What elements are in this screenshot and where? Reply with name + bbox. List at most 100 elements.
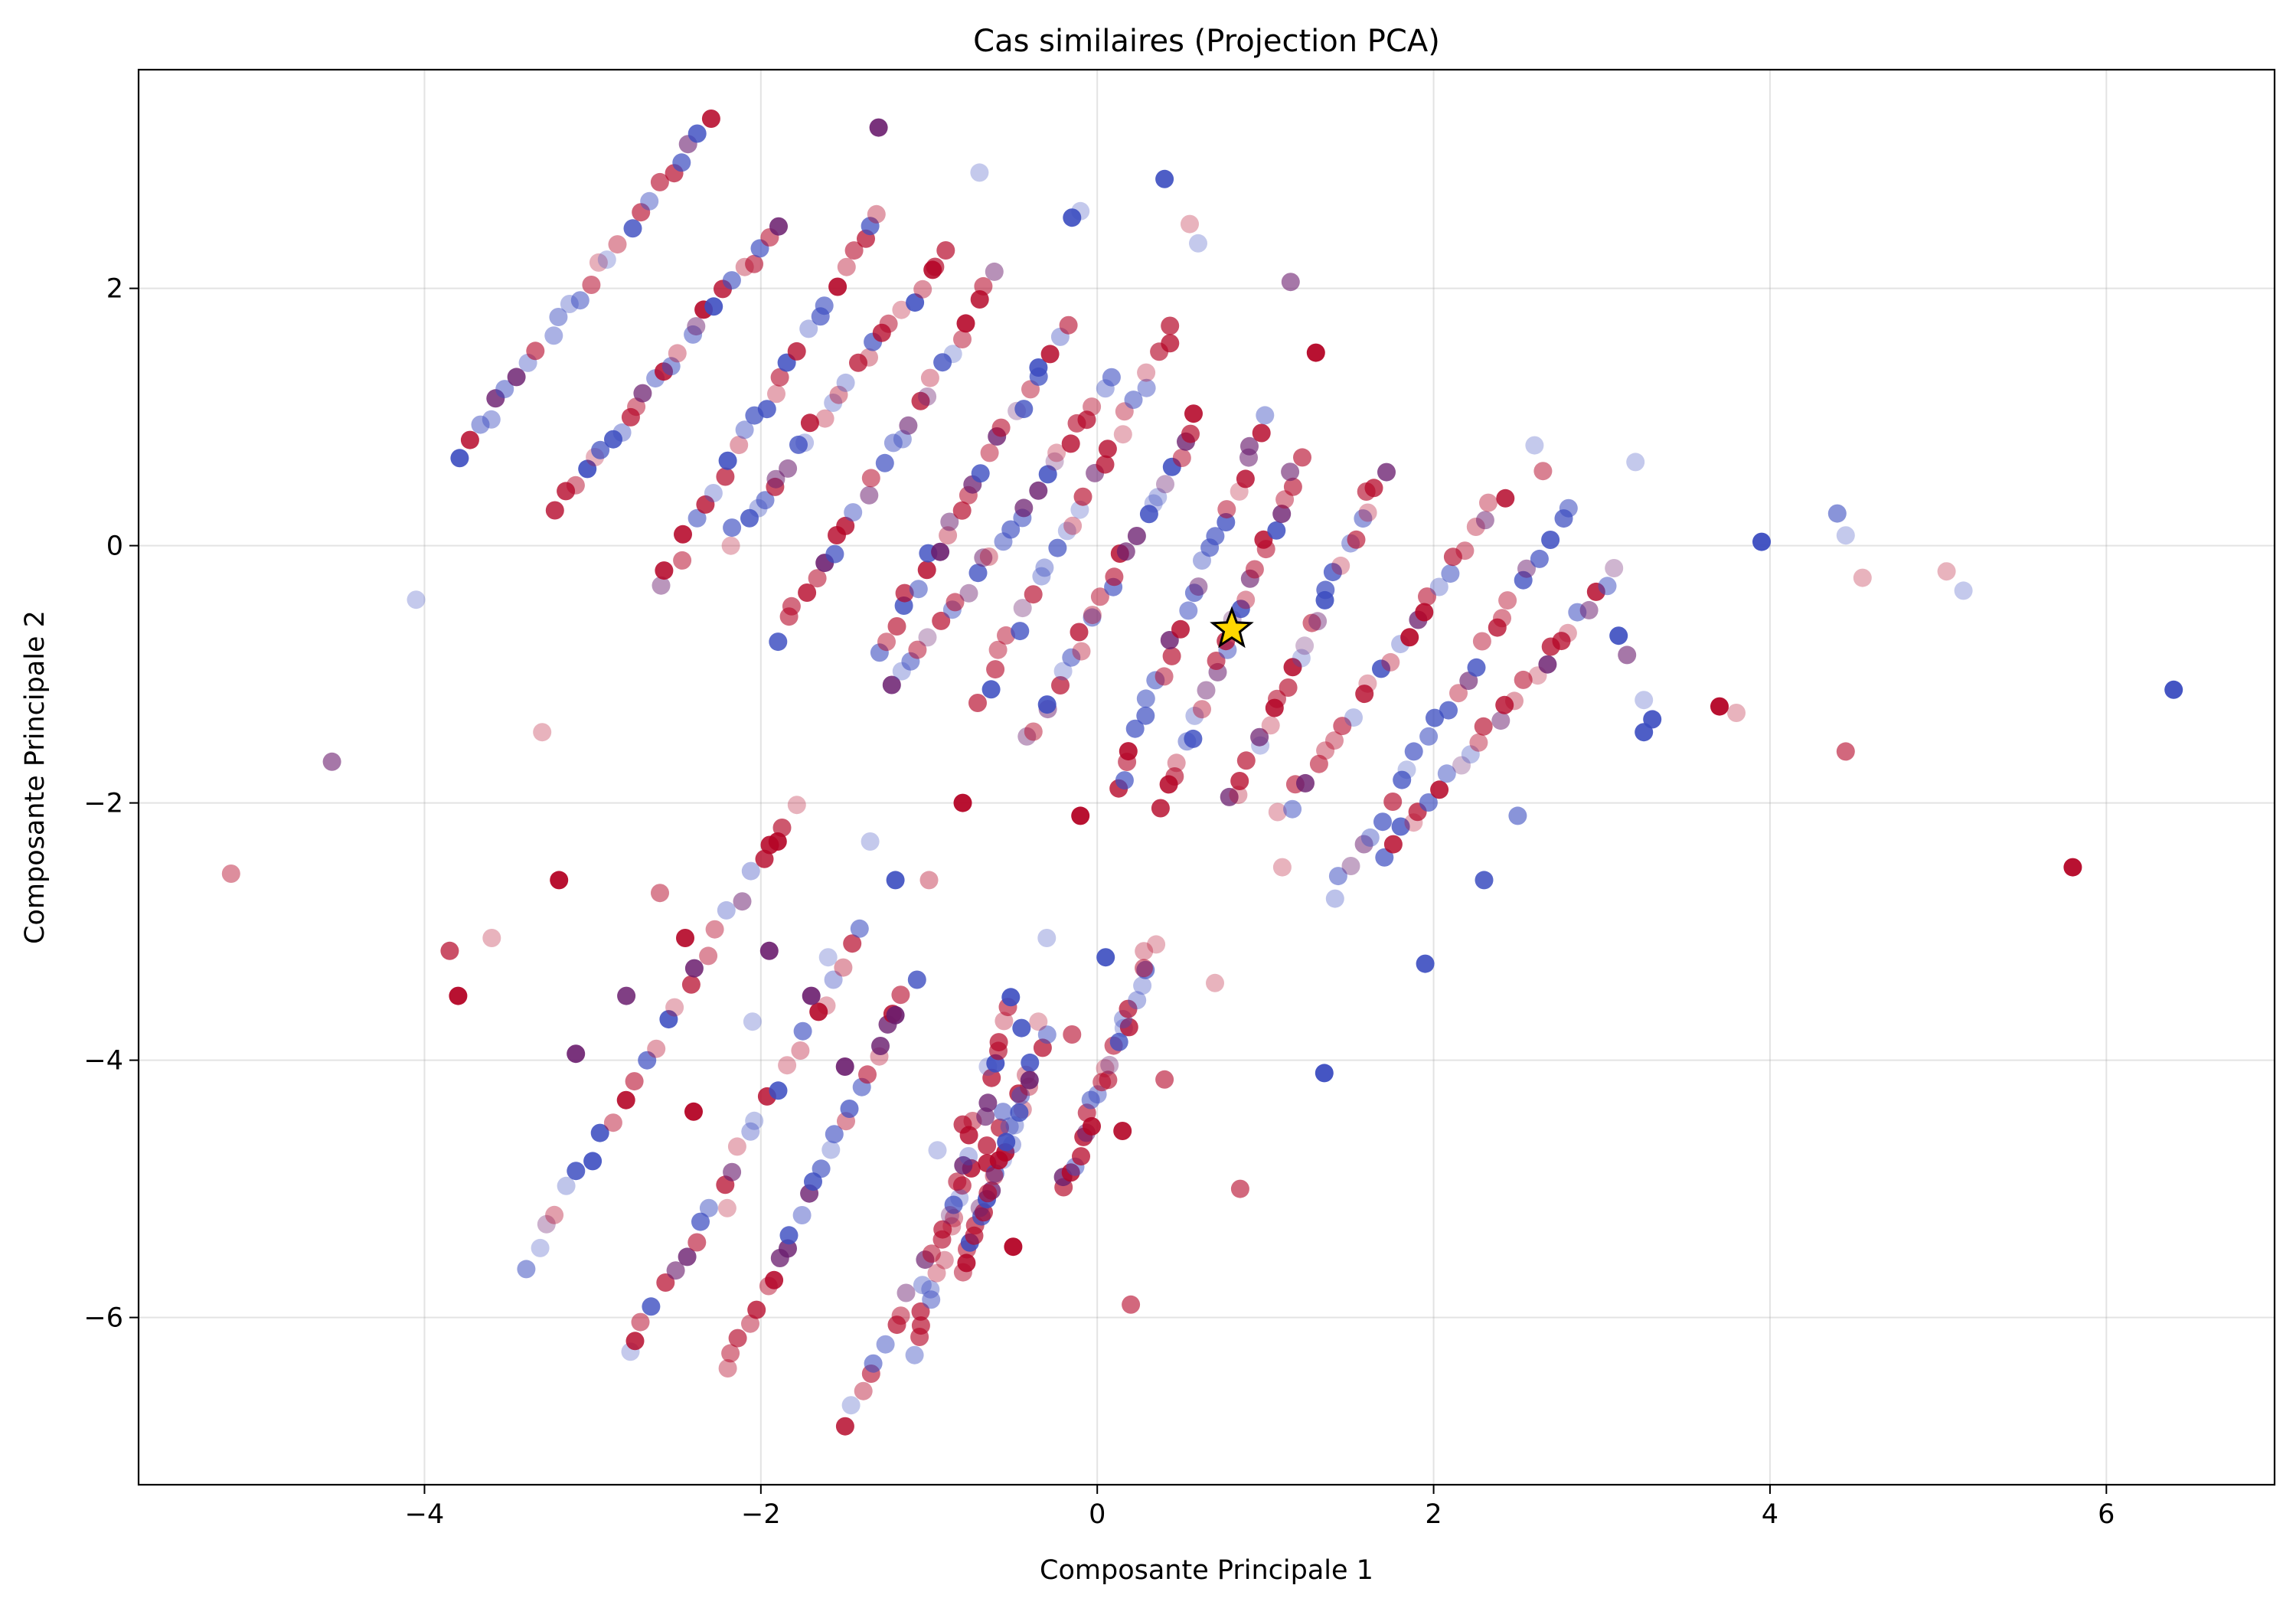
data-point: [1437, 764, 1456, 783]
data-point: [1272, 858, 1292, 877]
data-point: [1461, 745, 1480, 764]
data-point: [1331, 556, 1350, 575]
data-point: [1268, 689, 1286, 708]
data-point: [1063, 1025, 1082, 1044]
data-point: [1147, 935, 1166, 954]
data-point: [821, 1140, 841, 1159]
data-point: [322, 752, 341, 771]
data-point: [1193, 700, 1211, 719]
data-point: [221, 864, 240, 883]
data-point: [959, 1147, 978, 1165]
data-point: [945, 1208, 964, 1227]
data-point: [471, 415, 490, 434]
data-point: [932, 1230, 952, 1249]
data-point: [997, 626, 1015, 645]
data-point: [718, 1359, 737, 1378]
data-point: [876, 1335, 895, 1354]
data-point: [1418, 587, 1436, 606]
data-point: [1217, 500, 1236, 519]
data-point: [818, 948, 838, 967]
data-point: [1393, 770, 1412, 789]
data-point: [971, 464, 990, 483]
data-point: [1161, 316, 1180, 335]
data-point: [867, 204, 886, 224]
data-point: [824, 394, 843, 412]
data-point: [895, 583, 914, 603]
data-point: [678, 1247, 697, 1266]
data-point: [1081, 1090, 1100, 1110]
scatter-points: [221, 109, 2183, 1436]
data-point: [769, 1081, 788, 1100]
data-point: [407, 590, 426, 610]
data-point: [544, 326, 563, 345]
data-point: [1309, 754, 1328, 773]
data-point: [953, 330, 972, 348]
highlighted-point-star: [1210, 606, 1254, 649]
data-point: [1181, 424, 1200, 443]
data-point: [798, 583, 817, 602]
data-point: [954, 1155, 973, 1175]
data-point: [1416, 954, 1435, 973]
data-point: [843, 934, 862, 953]
data-point: [717, 900, 736, 920]
data-point: [809, 1002, 828, 1021]
data-point: [687, 508, 707, 528]
data-point: [1010, 1103, 1029, 1122]
data-point: [1836, 526, 1855, 545]
data-point: [590, 1123, 609, 1142]
data-point: [1105, 567, 1124, 587]
data-point: [1029, 1012, 1048, 1031]
data-point: [526, 342, 545, 361]
data-point: [908, 640, 927, 659]
data-point: [1375, 848, 1394, 867]
data-point: [1051, 676, 1070, 695]
data-point: [850, 919, 869, 938]
data-point: [942, 1217, 962, 1236]
data-point: [768, 832, 787, 851]
data-point: [756, 491, 775, 510]
data-point: [1245, 560, 1264, 579]
data-point: [545, 501, 564, 520]
data-point: [1148, 488, 1168, 507]
data-point: [1099, 1070, 1118, 1090]
y-tick-label: −6: [83, 1303, 123, 1334]
data-point: [757, 400, 776, 419]
data-point: [1014, 400, 1034, 419]
data-point: [837, 257, 856, 276]
data-point: [1032, 567, 1051, 586]
data-point: [1727, 704, 1746, 722]
data-point: [825, 544, 844, 564]
data-point: [948, 1172, 967, 1191]
data-point: [778, 1056, 797, 1075]
data-point: [1144, 494, 1163, 513]
data-point: [1268, 802, 1287, 822]
data-point: [905, 1345, 924, 1365]
data-point: [907, 970, 926, 989]
data-point: [1063, 208, 1082, 227]
data-point: [824, 970, 843, 989]
data-point: [861, 832, 880, 851]
data-point: [1165, 767, 1184, 786]
data-point: [985, 262, 1004, 281]
data-point: [1827, 504, 1847, 523]
data-point: [650, 172, 669, 191]
data-point: [1083, 608, 1102, 627]
data-point: [684, 1102, 703, 1121]
data-point: [1220, 787, 1239, 806]
data-point: [1127, 527, 1146, 545]
data-point: [1400, 628, 1419, 647]
data-point: [1381, 652, 1400, 672]
data-point: [1541, 531, 1560, 549]
data-point: [808, 569, 827, 588]
data-point: [701, 109, 720, 128]
data-point: [1151, 799, 1170, 818]
data-point: [978, 1057, 998, 1076]
data-point: [1508, 806, 1527, 825]
data-point: [1283, 799, 1302, 819]
data-point: [918, 628, 937, 647]
data-point: [953, 1115, 972, 1134]
data-point: [1119, 1018, 1138, 1037]
data-point: [1119, 999, 1138, 1018]
data-point: [1155, 667, 1174, 686]
